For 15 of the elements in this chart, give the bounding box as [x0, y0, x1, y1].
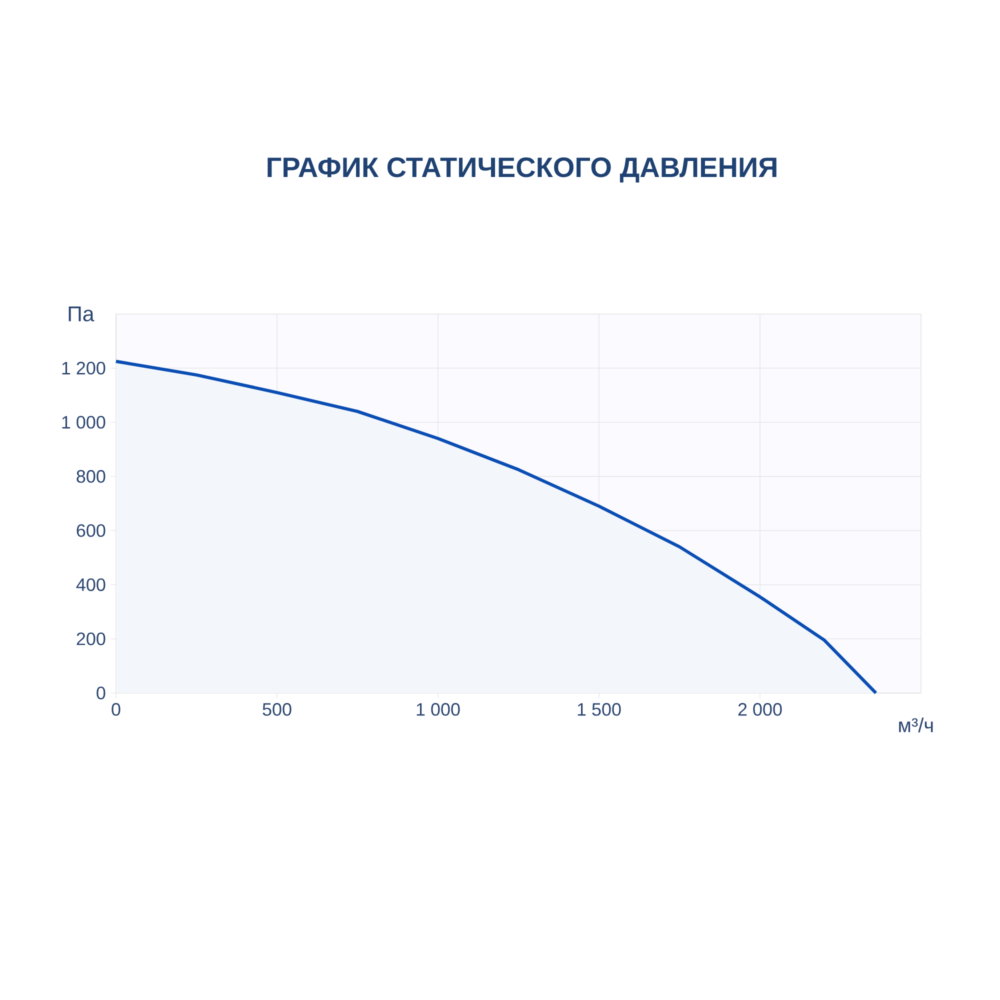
y-tick-label: 800 [76, 470, 106, 483]
y-tick-label: 400 [76, 578, 106, 592]
x-axis-title: м³/ч [899, 718, 933, 732]
y-tick-label: 1 200 [62, 362, 106, 374]
x-tick-label: 0 [112, 703, 120, 716]
x-tick-label: 1 500 [578, 703, 621, 716]
y-tick-label: 600 [76, 524, 106, 537]
x-tick-label: 500 [262, 703, 292, 716]
x-tick-label: 1 000 [416, 703, 460, 716]
x-tick-label: 2 000 [738, 703, 782, 716]
y-axis-title: Па [68, 306, 94, 322]
chart-title: ГРАФИК СТАТИЧЕСКОГО ДАВЛЕНИЯ [268, 157, 776, 183]
y-tick-label: 1 000 [62, 416, 106, 429]
y-tick-label: 0 [96, 686, 106, 700]
y-tick-label: 200 [76, 632, 106, 646]
